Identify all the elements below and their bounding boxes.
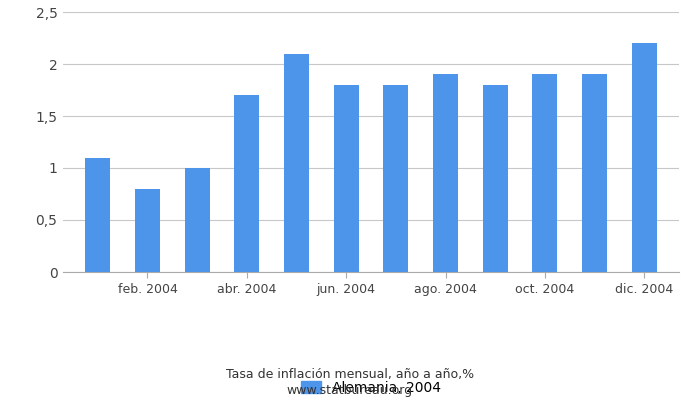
Bar (284, 54, 309, 272)
Bar (533, 74, 557, 272)
Text: Tasa de inflación mensual, año a año,%: Tasa de inflación mensual, año a año,% (226, 368, 474, 381)
Bar (135, 189, 160, 272)
Legend: Alemania, 2004: Alemania, 2004 (295, 375, 447, 400)
Bar (483, 85, 507, 272)
Text: www.statbureau.org: www.statbureau.org (287, 384, 413, 397)
Bar (433, 74, 458, 272)
Bar (582, 74, 607, 272)
Bar (334, 85, 358, 272)
Bar (185, 168, 209, 272)
Bar (85, 158, 110, 272)
Bar (632, 43, 657, 272)
Bar (384, 85, 408, 272)
Bar (234, 95, 259, 272)
